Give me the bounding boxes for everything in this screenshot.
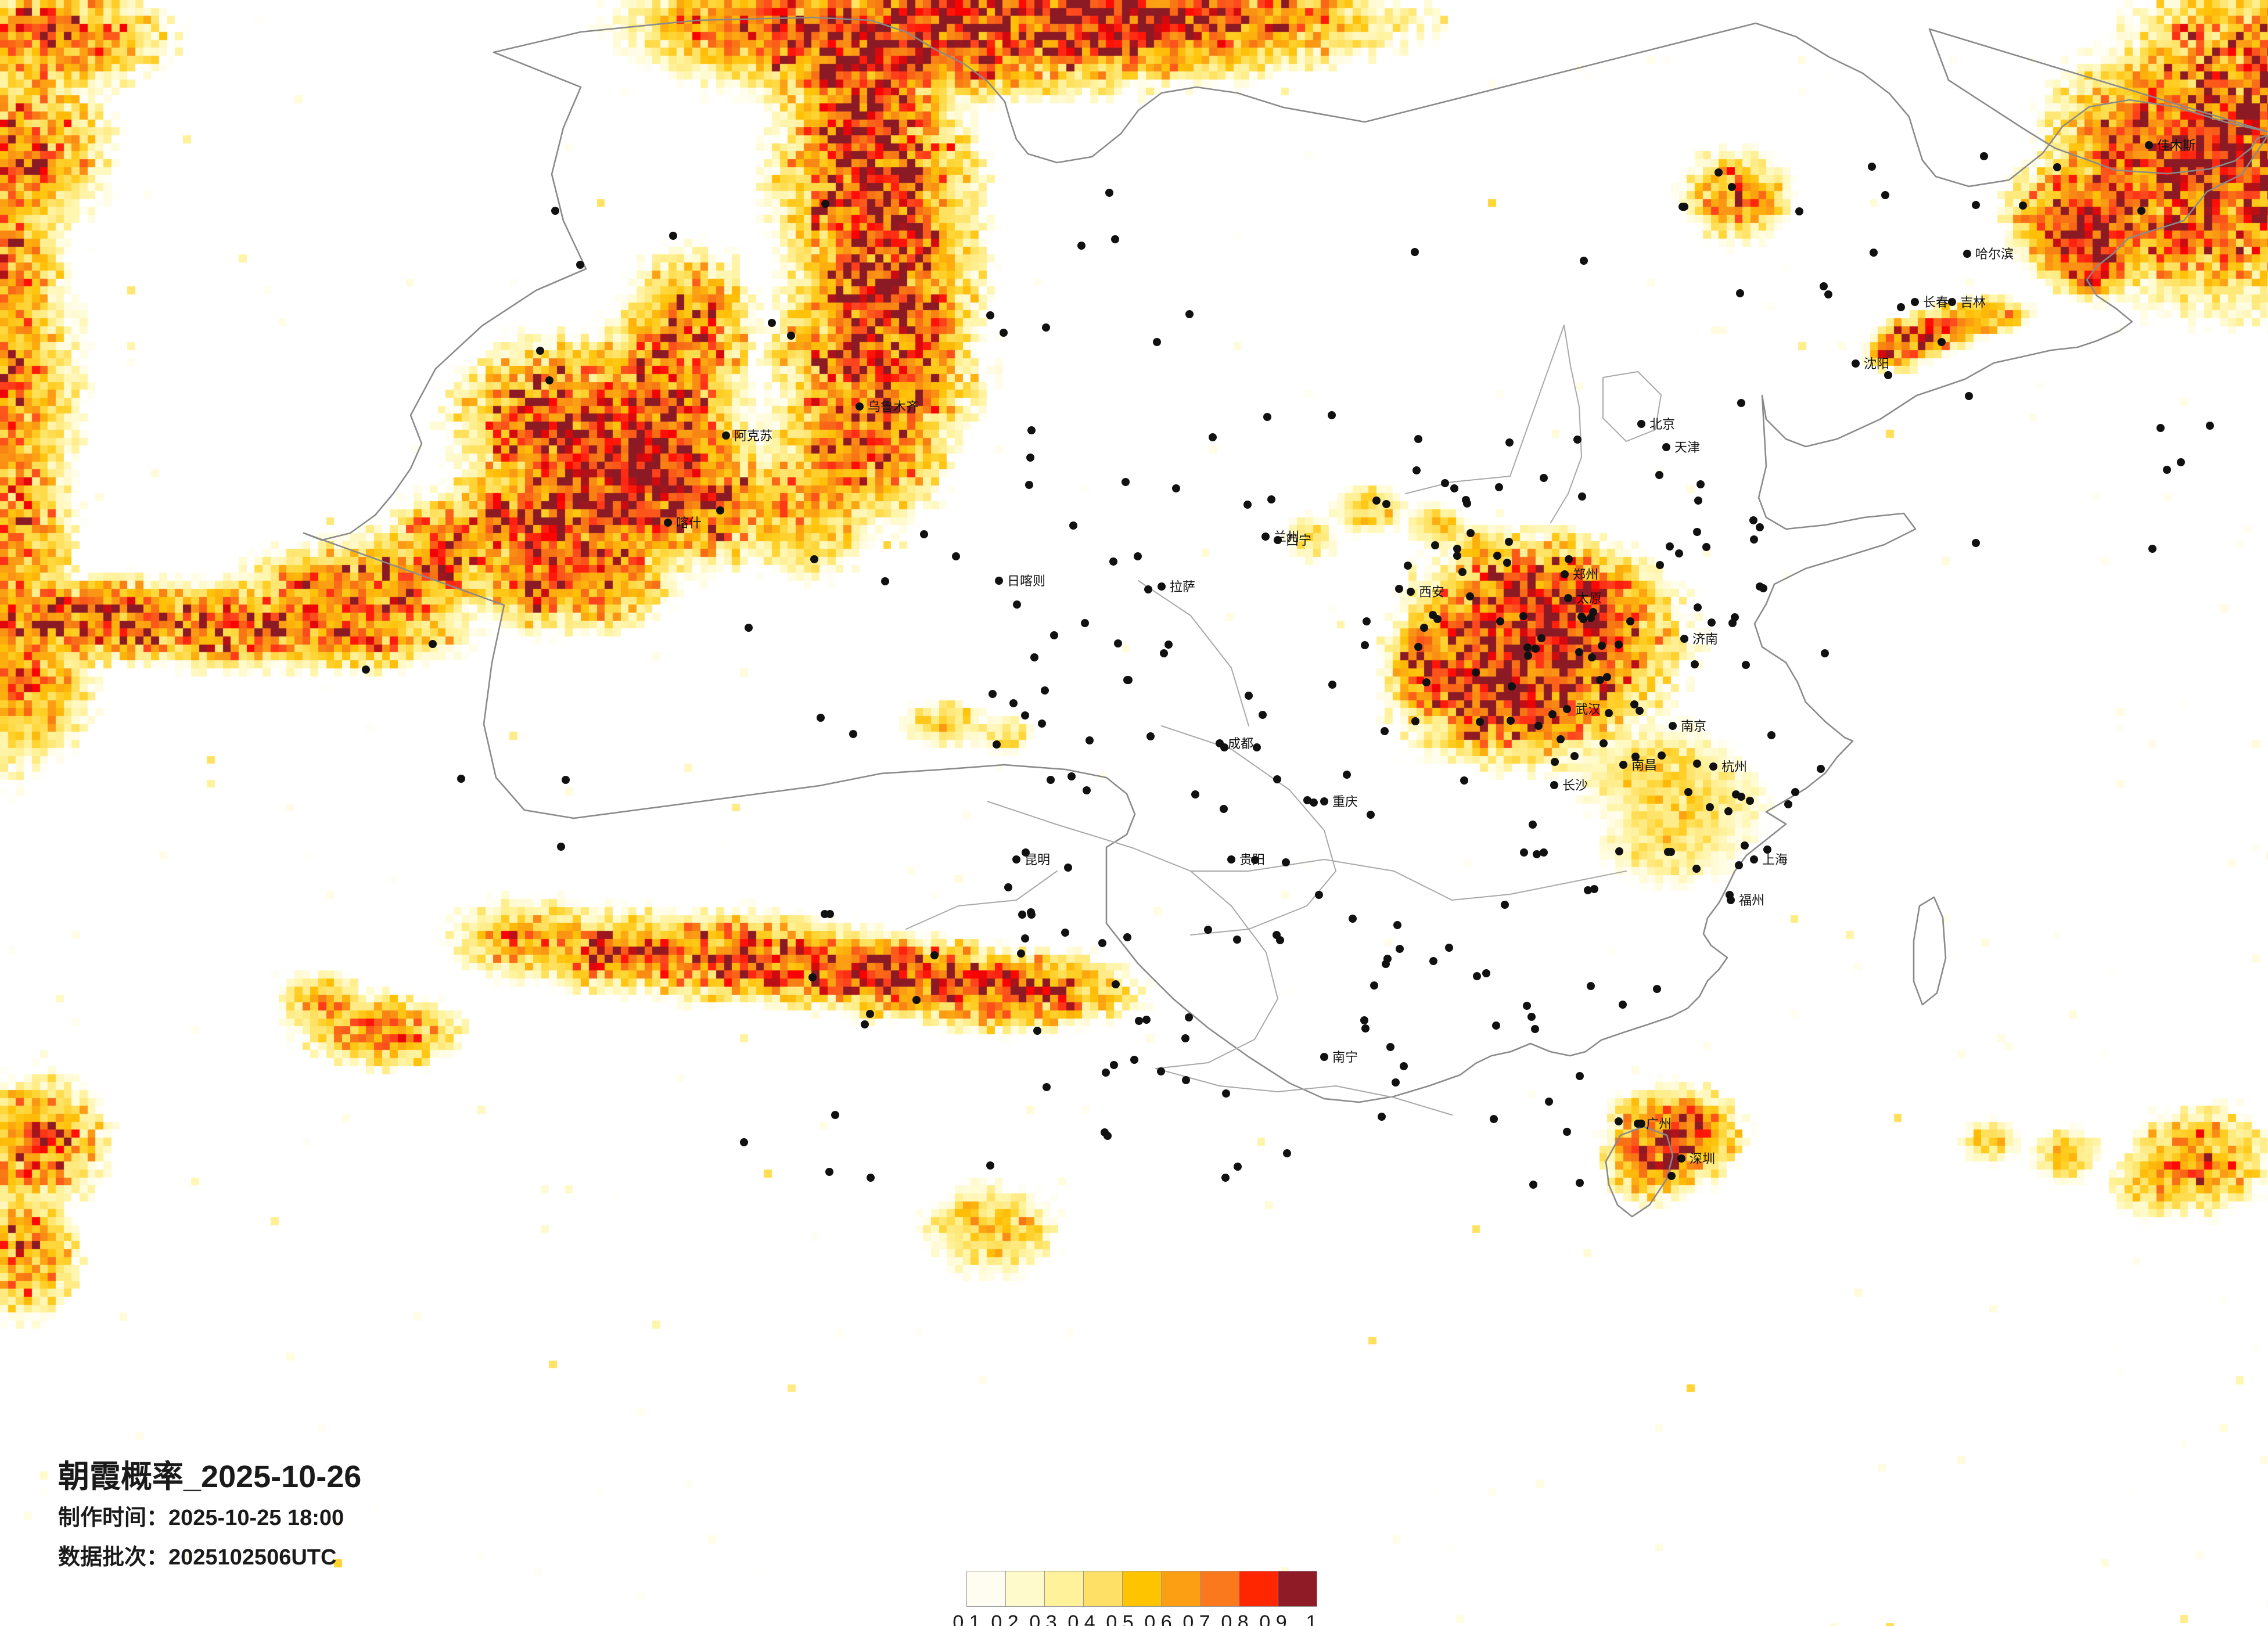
svg-text:长沙: 长沙 xyxy=(1562,778,1588,793)
svg-text:昆明: 昆明 xyxy=(1025,852,1050,867)
svg-text:上海: 上海 xyxy=(1762,852,1788,867)
svg-text:深圳: 深圳 xyxy=(1690,1152,1715,1166)
svg-text:长春: 长春 xyxy=(1923,295,1949,310)
svg-text:福州: 福州 xyxy=(1739,893,1764,908)
svg-text:杭州: 杭州 xyxy=(1721,760,1747,774)
svg-text:吉林: 吉林 xyxy=(1960,295,1986,310)
svg-text:成都: 成都 xyxy=(1228,736,1253,751)
svg-text:贵阳: 贵阳 xyxy=(1239,852,1265,867)
svg-text:阿克苏: 阿克苏 xyxy=(734,429,772,443)
svg-text:西宁: 西宁 xyxy=(1286,533,1311,548)
svg-text:重庆: 重庆 xyxy=(1332,794,1358,809)
svg-text:沈阳: 沈阳 xyxy=(1864,357,1889,371)
svg-text:武汉: 武汉 xyxy=(1575,702,1601,717)
svg-text:天津: 天津 xyxy=(1674,440,1700,455)
svg-text:哈尔滨: 哈尔滨 xyxy=(1975,247,2014,261)
svg-text:太原: 太原 xyxy=(1576,591,1602,606)
svg-text:北京: 北京 xyxy=(1649,417,1675,431)
svg-text:广州: 广州 xyxy=(1646,1117,1672,1131)
svg-text:拉萨: 拉萨 xyxy=(1170,580,1195,594)
svg-text:郑州: 郑州 xyxy=(1573,567,1598,582)
svg-text:日喀则: 日喀则 xyxy=(1007,574,1045,588)
svg-text:南宁: 南宁 xyxy=(1332,1050,1358,1064)
svg-text:南昌: 南昌 xyxy=(1631,758,1657,772)
svg-text:乌鲁木齐: 乌鲁木齐 xyxy=(868,400,919,414)
svg-text:佳木斯: 佳木斯 xyxy=(2157,138,2195,153)
svg-text:济南: 济南 xyxy=(1692,632,1718,646)
svg-text:喀什: 喀什 xyxy=(676,516,702,530)
svg-text:南京: 南京 xyxy=(1681,719,1706,733)
svg-text:西安: 西安 xyxy=(1419,585,1444,599)
